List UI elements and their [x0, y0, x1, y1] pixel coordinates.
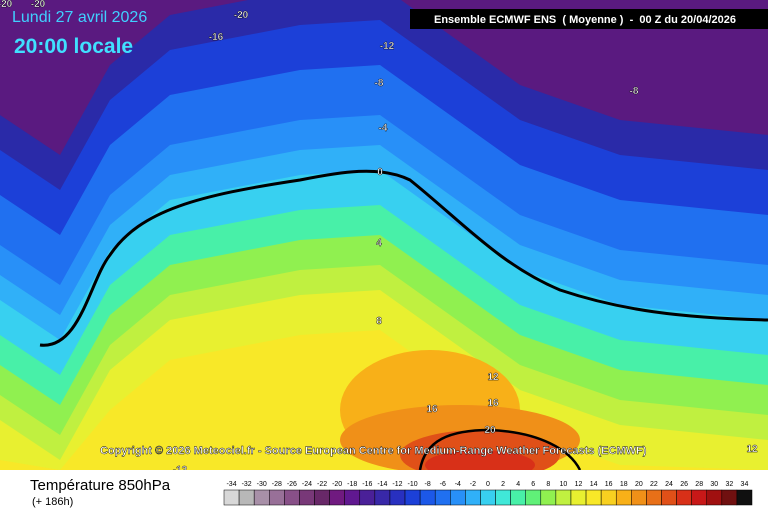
scale-swatch — [238, 489, 255, 506]
scale-swatch — [329, 489, 345, 506]
contour-label: -8 — [375, 78, 384, 89]
contour-label: 0 — [377, 167, 383, 178]
scale-swatch — [600, 489, 617, 506]
contour-label: 12 — [746, 444, 758, 455]
scale-label: -34 — [226, 481, 236, 488]
contour-label: -20 — [31, 0, 46, 10]
scale-label: 34 — [741, 481, 749, 488]
zero-isotherm — [39, 169, 768, 347]
scale-swatch — [314, 489, 330, 506]
scale-label: -6 — [440, 481, 446, 488]
scale-swatch — [465, 489, 481, 506]
scale-label: 6 — [531, 481, 535, 488]
scale-swatch — [374, 489, 391, 506]
scale-label: -28 — [272, 481, 282, 488]
scale-swatch — [253, 489, 270, 506]
scale-label: -32 — [242, 481, 252, 488]
scale-label: 14 — [590, 481, 598, 488]
scale-label: -30 — [257, 481, 267, 488]
scale-label: 24 — [665, 481, 673, 488]
date: Lundi 27 avril 2026 — [12, 9, 147, 26]
scale-swatch — [510, 489, 526, 506]
local-time: 20:00 locale — [14, 35, 133, 58]
color-scale: -34 -32 -30 -28 -26 -24 -22 -20 -18 -16 -14 -12 -10-… — [223, 481, 753, 506]
scale-swatch — [404, 489, 421, 506]
scale-label: -16 — [362, 481, 372, 488]
contour-label: -16 — [209, 32, 224, 43]
scale-label: 16 — [605, 481, 613, 488]
scale-swatch — [736, 489, 753, 506]
contour-label: 16 — [487, 398, 499, 409]
contour-label: 16 — [426, 404, 438, 415]
lead-time: (+ 186h) — [32, 496, 73, 508]
scale-swatch — [570, 489, 587, 506]
scale-label: 2 — [501, 481, 505, 488]
scale-swatch — [223, 489, 240, 506]
scale-label: 4 — [516, 481, 520, 488]
scale-swatch — [721, 489, 738, 506]
contour-label: -20 — [234, 10, 249, 21]
contour-label: 12 — [487, 372, 499, 383]
scale-label: 8 — [546, 481, 550, 488]
scale-label: -24 — [302, 481, 312, 488]
scale-swatch — [344, 489, 361, 506]
scale-label: 10 — [560, 481, 568, 488]
contour-label: -12 — [380, 41, 395, 52]
scale-label: -22 — [317, 481, 327, 488]
scale-swatch — [706, 489, 723, 506]
scale-label: 12 — [575, 481, 583, 488]
scale-swatch — [540, 489, 557, 506]
copyright: Copyright © 2026 Meteociel.fr - Source E… — [100, 445, 647, 457]
scale-label: -4 — [455, 481, 461, 488]
contour-label: -20 — [0, 0, 13, 10]
scale-swatch — [359, 489, 376, 506]
scale-swatch — [525, 489, 542, 506]
scale-swatch — [480, 489, 496, 506]
contour-label: -8 — [630, 86, 639, 97]
scale-swatch — [434, 489, 451, 506]
contour-label: -4 — [379, 123, 388, 134]
scale-swatch — [419, 489, 436, 506]
scale-swatch — [631, 489, 647, 506]
scale-swatch — [691, 489, 707, 506]
scale-label: 32 — [725, 481, 733, 488]
scale-label: -20 — [332, 481, 342, 488]
scale-swatch — [284, 489, 300, 506]
model-info: Ensemble ECMWF ENS ( Moyenne ) - 00 Z du… — [434, 14, 736, 26]
scale-swatch — [646, 489, 662, 506]
scale-swatch — [661, 489, 677, 506]
scale-label: 18 — [620, 481, 628, 488]
contour-label: 4 — [376, 238, 382, 249]
scale-swatch — [389, 489, 406, 506]
scale-label: 28 — [695, 481, 703, 488]
model-box — [410, 9, 768, 29]
scale-swatch — [615, 489, 632, 506]
scale-label: -12 — [392, 481, 402, 488]
scale-swatch — [450, 489, 466, 506]
scale-label: 22 — [650, 481, 658, 488]
scale-label: 0 — [486, 481, 490, 488]
temperature-field — [0, 0, 768, 470]
scale-label: -14 — [377, 481, 387, 488]
scale-swatch — [676, 489, 692, 506]
scale-swatch — [495, 489, 511, 506]
scale-swatch — [585, 489, 602, 506]
scale-label: -26 — [287, 481, 297, 488]
scale-label: 30 — [710, 481, 718, 488]
scale-swatch — [555, 489, 572, 506]
scale-label: -8 — [425, 481, 431, 488]
footer-title: Température 850hPa — [30, 477, 171, 494]
scale-swatch — [269, 489, 285, 506]
scale-label: -18 — [347, 481, 357, 488]
isotherm-20 — [418, 428, 582, 471]
contour-label: 20 — [484, 425, 496, 436]
contour-label: 8 — [376, 316, 382, 327]
scale-label: 20 — [635, 481, 643, 488]
scale-label: 26 — [680, 481, 688, 488]
scale-swatch — [299, 489, 315, 506]
scale-label: -10 — [408, 481, 418, 488]
scale-label: -2 — [470, 481, 476, 488]
